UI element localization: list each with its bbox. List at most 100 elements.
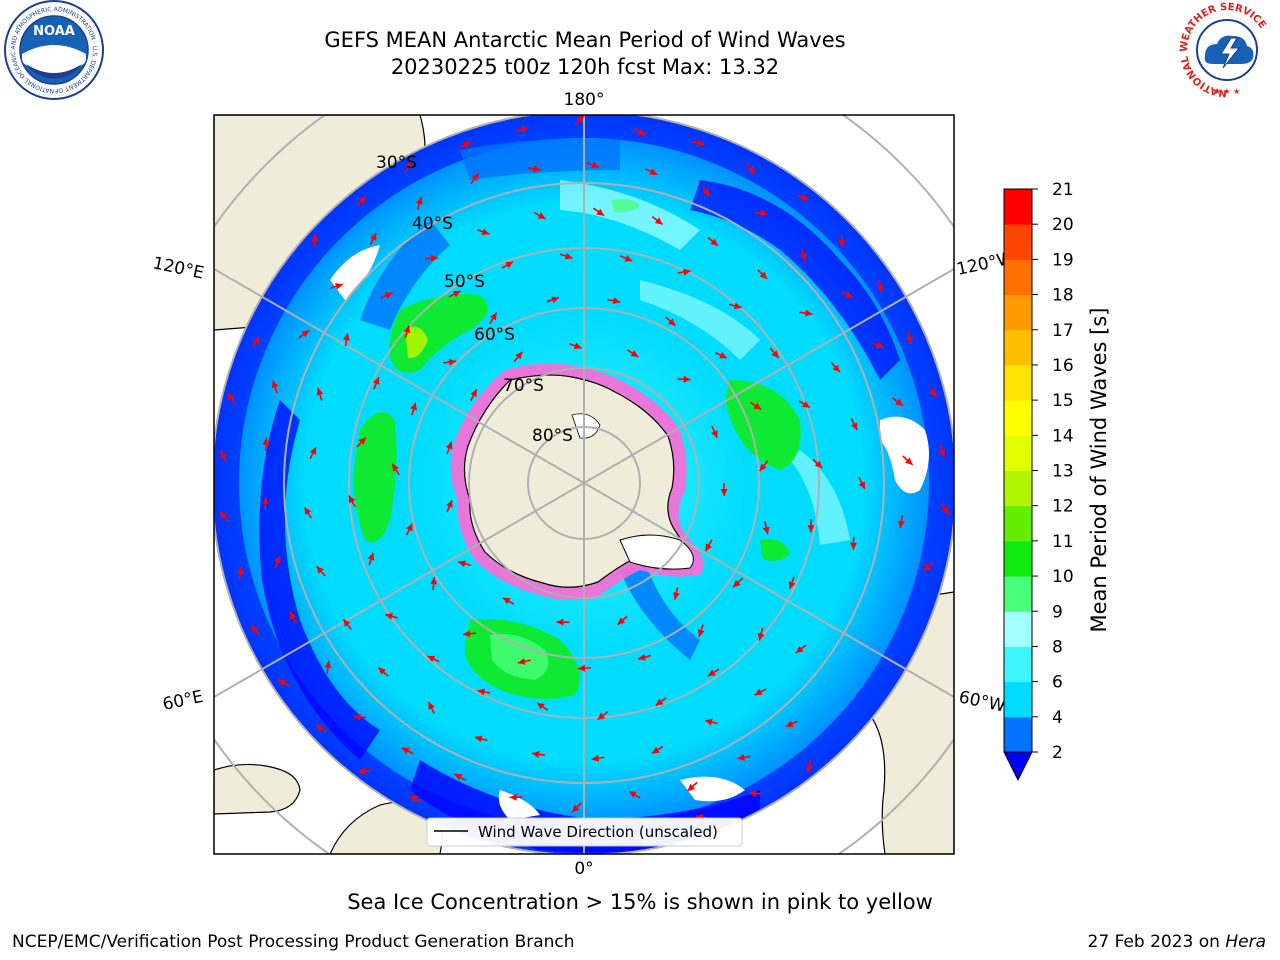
lon-label-180: 180° (564, 90, 605, 110)
wave-direction-arrow-head (520, 126, 529, 133)
wave-direction-arrow-head (405, 160, 412, 169)
wave-direction-arrow-head (719, 351, 728, 359)
wave-direction-arrow-head (876, 284, 884, 293)
lon-label-60w: 60°W (957, 687, 1007, 716)
arrow-legend: Wind Wave Direction (unscaled) (426, 817, 743, 847)
wave-direction-arrow-head (667, 318, 676, 326)
colorbar-tick-label: 13 (1052, 462, 1074, 482)
wave-direction-arrow-head (515, 351, 523, 360)
wave-direction-arrow-head (850, 422, 858, 431)
noaa-logo-text: NOAA (33, 24, 75, 39)
colorbar-segment (1004, 224, 1032, 260)
wave-direction-arrow-head (696, 139, 705, 147)
wave-direction-arrow-head (392, 463, 399, 472)
wave-direction-arrow-head (304, 507, 312, 515)
colorbar-tick-label: 20 (1052, 215, 1074, 235)
wave-direction-arrow-head (802, 400, 810, 408)
wave-direction-arrow-head (262, 437, 270, 445)
colorbar-tick-label: 8 (1052, 637, 1063, 657)
antarctica (450, 363, 704, 600)
wave-direction-arrow-head (905, 457, 913, 465)
wave-direction-arrow-head (578, 664, 586, 672)
wave-direction-arrow-head (596, 208, 605, 216)
wave-direction-arrow-head (845, 291, 853, 298)
wave-direction-arrow-head (369, 233, 377, 241)
wave-direction-arrow-head (335, 282, 343, 290)
colorbar-segment (1004, 435, 1032, 471)
wave-direction-arrow-head (261, 496, 269, 505)
wave-direction-arrow-head (430, 577, 438, 585)
wave-direction-arrow-head (875, 341, 884, 349)
footer-date-text: 27 Feb 2023 on (1087, 932, 1226, 952)
colorbar-segment (1004, 646, 1032, 683)
lon-label-60e: 60°E (161, 687, 205, 715)
wave-direction-arrow-head (749, 789, 757, 797)
wave-direction-arrow-head (378, 667, 386, 675)
wave-direction-arrow-head (316, 387, 324, 396)
wave-direction-arrow-head (702, 188, 710, 197)
wave-direction-arrow-head (733, 302, 742, 310)
wave-direction-arrow-head (502, 597, 511, 605)
wave-direction-arrow-head (452, 290, 461, 298)
wave-direction-arrow-head (309, 447, 317, 456)
wave-direction-arrow-head (532, 750, 540, 758)
wave-direction-arrow-head (533, 165, 541, 173)
chart-title: GEFS MEAN Antarctic Mean Period of Wind … (324, 28, 846, 52)
wave-direction-arrow-head (807, 525, 815, 533)
wave-direction-arrow-head (801, 194, 809, 201)
wave-direction-arrow-head (683, 268, 691, 276)
wave-direction-arrow-head (271, 380, 279, 389)
wave-direction-arrow-head (358, 196, 366, 204)
wave-direction-arrow-head (720, 488, 728, 496)
graticule (214, 115, 954, 854)
colorbar-segment (1004, 540, 1032, 577)
wave-direction-arrow-head (771, 350, 779, 358)
wave-direction-arrow-head (551, 296, 559, 304)
wave-direction-arrow-head (637, 128, 646, 136)
wave-direction-arrow-head (832, 364, 840, 373)
footer-machine: Hera (1225, 932, 1266, 952)
wave-direction-arrow-head (754, 688, 763, 696)
lat-label-50s: 50°S (444, 272, 485, 292)
footer-producer: NCEP/EMC/Verification Post Processing Pr… (12, 932, 575, 952)
wave-direction-arrow-head (316, 566, 324, 574)
wave-direction-arrow-head (704, 718, 713, 726)
wave-direction-arrow-head (938, 449, 946, 457)
wave-direction-arrow-head (906, 336, 913, 344)
wave-direction-arrow-head (629, 791, 637, 798)
wave-direction-arrow-head (597, 712, 606, 720)
wave-direction-arrow-head (454, 774, 463, 781)
wave-direction-arrow-head (489, 312, 497, 321)
wave-direction-arrow-head (814, 460, 823, 469)
wave-direction-arrow-head (655, 698, 664, 706)
wave-direction-arrow-head (759, 271, 768, 279)
wave-direction-arrow-head (591, 161, 600, 169)
colorbar-segment (1004, 681, 1032, 718)
wave-direction-arrow-head (403, 325, 411, 334)
wave-direction-arrow-head (227, 392, 235, 401)
wave-direction-arrow-head (505, 261, 514, 269)
wave-direction-arrow-head (572, 804, 580, 813)
colorbar-segment (1004, 400, 1032, 436)
colorbar-tick-label: 16 (1052, 356, 1074, 376)
wave-direction-arrow-head (253, 336, 260, 345)
colorbar-segment (1004, 259, 1032, 296)
wave-direction-arrow-head (372, 377, 380, 385)
wave-direction-arrow-head (757, 632, 765, 641)
wave-direction-arrow-head (427, 655, 436, 663)
wave-direction-arrow-head (384, 292, 393, 299)
wave-direction-arrow-head (278, 679, 286, 687)
wave-direction-arrow-head (805, 309, 813, 317)
svg-text:★ ★ ★: ★ ★ ★ (1214, 87, 1241, 96)
nws-logo: NATIONAL WEATHER SERVICE ★ ★ ★ (1178, 1, 1276, 99)
wave-direction-arrow-head (687, 783, 695, 792)
colorbar-segment (1004, 364, 1032, 401)
wave-direction-arrow-head (448, 358, 457, 366)
wave-direction-arrow-head (799, 253, 807, 261)
sea-ice-note: Sea Ice Concentration > 15% is shown in … (347, 890, 933, 914)
chart-subtitle-run-info: 20230225 t00z 120h fcst Max: 13.32 (390, 55, 780, 79)
colorbar-under-extension (1003, 751, 1033, 782)
colorbar-tick-label: 17 (1052, 321, 1074, 341)
wind-wave-arrows (219, 115, 950, 846)
